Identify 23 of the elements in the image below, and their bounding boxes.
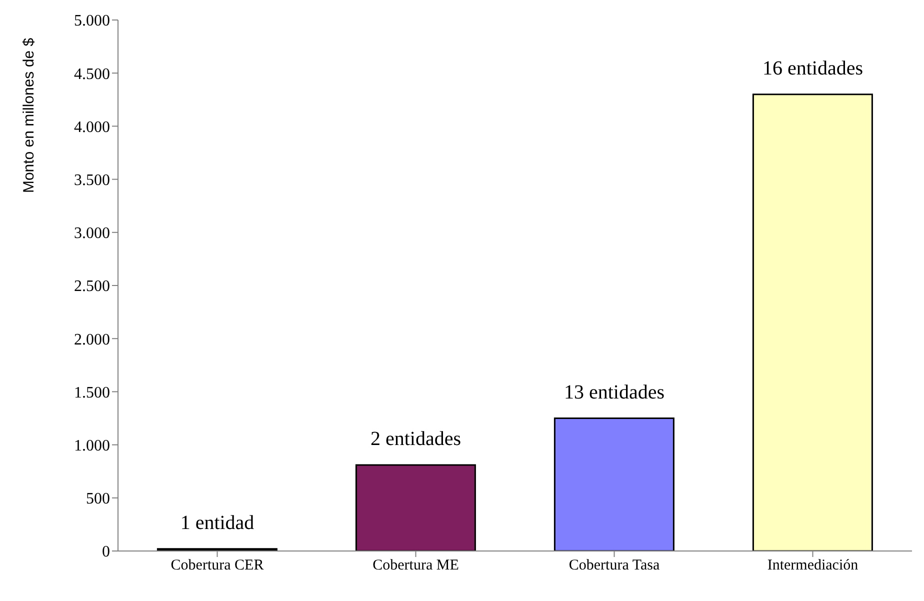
- y-tick-label: 5.000: [74, 12, 110, 30]
- y-tick-label: 4.000: [74, 118, 110, 136]
- x-tick-label: Cobertura Tasa: [568, 558, 660, 574]
- bar: [752, 94, 873, 551]
- annotation: 2 entidades: [370, 428, 462, 450]
- y-tick-label: 4.500: [74, 66, 110, 83]
- y-tick-label: 2.000: [74, 331, 110, 348]
- annotation: 16 entidades: [762, 57, 864, 80]
- x-tick-label: Intermediación: [767, 558, 859, 574]
- y-tick-label: 3.000: [74, 225, 110, 242]
- y-tick-label: 1.500: [74, 384, 110, 402]
- y-tick-label: 0: [102, 544, 110, 561]
- y-tick-label: 1.000: [74, 437, 110, 454]
- y-tick-label: 500: [86, 490, 110, 508]
- x-tick-label: Cobertura ME: [372, 558, 459, 574]
- y-tick-label: 2.500: [74, 278, 110, 296]
- annotation: 1 entidad: [180, 512, 254, 534]
- y-axis-title: Monto en millones de $: [20, 37, 38, 194]
- y-tick-label: 3.500: [74, 172, 110, 189]
- bar: [554, 418, 674, 551]
- bar: [355, 464, 476, 551]
- annotation: 13 entidades: [564, 381, 665, 404]
- x-tick-label: Cobertura CER: [170, 558, 264, 574]
